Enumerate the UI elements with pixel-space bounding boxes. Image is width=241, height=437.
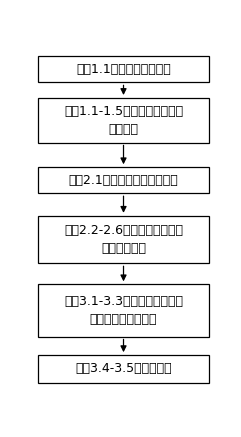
Text: 步骤2.2-2.6：将线路段按照诊
断准确率分类: 步骤2.2-2.6：将线路段按照诊 断准确率分类 [64,224,183,255]
Bar [38,355,209,383]
Text: 步骤3.4-3.5：故障定位: 步骤3.4-3.5：故障定位 [75,362,172,375]
Bar [38,216,209,264]
Bar [38,98,209,142]
Bar [38,167,209,193]
Bar [38,56,209,83]
Text: 步骤2.1：确定配电网潮流方向: 步骤2.1：确定配电网潮流方向 [69,174,178,187]
Text: 步骤1.1-1.5：对单线图进行简
化并命名: 步骤1.1-1.5：对单线图进行简 化并命名 [64,105,183,136]
Bar [38,284,209,336]
Text: 步骤3.1-3.3：制定线路段单相
断线故障诊断规则集: 步骤3.1-3.3：制定线路段单相 断线故障诊断规则集 [64,295,183,326]
Text: 步骤1.1：获取单线图拓扑: 步骤1.1：获取单线图拓扑 [76,63,171,76]
